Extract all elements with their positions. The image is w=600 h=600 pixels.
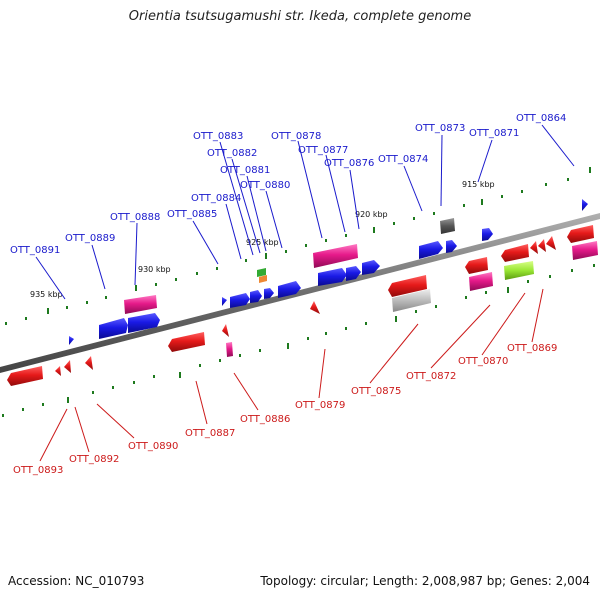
gene-block[interactable] — [257, 268, 266, 277]
scale-labels: 915 kbp 920 kbp 925 kbp 930 kbp 935 kbp — [30, 180, 495, 299]
gene-arrow[interactable] — [362, 260, 380, 275]
genome-title: Orientia tsutsugamushi str. Ikeda, compl… — [128, 9, 472, 24]
gene-label[interactable]: OTT_0890 — [128, 441, 178, 452]
gene-label[interactable]: OTT_0870 — [458, 356, 508, 367]
gene-arrow[interactable] — [278, 281, 301, 298]
gene-label[interactable]: OTT_0888 — [110, 212, 160, 223]
gene-arrow[interactable] — [567, 225, 594, 243]
gene-block[interactable] — [469, 272, 493, 291]
gene-block[interactable] — [572, 241, 598, 260]
scale-label: 920 kbp — [355, 210, 388, 219]
gene-arrow[interactable] — [388, 275, 427, 297]
gene-label[interactable]: OTT_0893 — [13, 465, 63, 476]
gene-block[interactable] — [440, 218, 455, 234]
gene-arrow[interactable] — [538, 239, 546, 252]
gene-label[interactable]: OTT_0871 — [469, 128, 519, 139]
gene-label[interactable]: OTT_0885 — [167, 209, 217, 220]
gene-label[interactable]: OTT_0869 — [507, 343, 557, 354]
accession-text: Accession: NC_010793 — [8, 574, 145, 588]
bottom-leader-lines — [39, 288, 544, 462]
bottom-gene-labels: OTT_0869 OTT_0870 OTT_0872 OTT_0875 OTT_… — [13, 343, 557, 476]
scale-label: 925 kbp — [246, 238, 279, 247]
gene-arrow[interactable] — [69, 336, 74, 345]
gene-label[interactable]: OTT_0884 — [191, 193, 241, 204]
gene-block[interactable] — [259, 275, 267, 283]
gene-arrow[interactable] — [230, 293, 250, 308]
top-leader-lines — [35, 124, 575, 300]
gene-arrow[interactable] — [501, 244, 529, 262]
gene-block[interactable] — [504, 261, 534, 280]
gene-arrow[interactable] — [446, 240, 457, 253]
gene-label[interactable]: OTT_0889 — [65, 233, 115, 244]
gene-label[interactable]: OTT_0881 — [220, 165, 270, 176]
scale-label: 915 kbp — [462, 180, 495, 189]
gene-arrow[interactable] — [582, 199, 588, 211]
genome-backbone — [0, 213, 600, 373]
gene-arrow[interactable] — [318, 268, 347, 286]
gene-arrow[interactable] — [530, 241, 538, 254]
gene-label[interactable]: OTT_0880 — [240, 180, 290, 191]
gene-block[interactable] — [313, 244, 358, 268]
gene-arrow[interactable] — [55, 366, 61, 376]
gene-arrow[interactable] — [7, 366, 43, 386]
bottom-strand-genes — [7, 225, 598, 386]
gene-label[interactable]: OTT_0887 — [185, 428, 235, 439]
gene-arrow[interactable] — [128, 313, 160, 333]
scale-label: 930 kbp — [138, 265, 171, 274]
gene-label[interactable]: OTT_0882 — [207, 148, 257, 159]
gene-label[interactable]: OTT_0891 — [10, 245, 60, 256]
gene-label[interactable]: OTT_0892 — [69, 454, 119, 465]
gene-arrow[interactable] — [465, 257, 488, 274]
gene-block[interactable] — [226, 342, 233, 357]
gene-label[interactable]: OTT_0873 — [415, 123, 465, 134]
gene-arrow[interactable] — [346, 266, 361, 281]
gene-arrow[interactable] — [546, 236, 556, 250]
top-strand-genes — [69, 199, 588, 345]
gene-label[interactable]: OTT_0879 — [295, 400, 345, 411]
gene-arrow[interactable] — [64, 360, 71, 373]
gene-arrow[interactable] — [310, 301, 320, 314]
top-gene-labels: OTT_0864 OTT_0871 OTT_0873 OTT_0874 OTT_… — [10, 113, 566, 256]
gene-label[interactable]: OTT_0877 — [298, 145, 348, 156]
gene-arrow[interactable] — [222, 324, 229, 337]
gene-label[interactable]: OTT_0878 — [271, 131, 321, 142]
bottom-tick-track — [2, 264, 595, 417]
gene-arrow[interactable] — [99, 318, 128, 339]
genome-stats-text: Topology: circular; Length: 2,008,987 bp… — [260, 574, 590, 588]
gene-block[interactable] — [392, 289, 431, 312]
gene-label[interactable]: OTT_0883 — [193, 131, 243, 142]
gene-arrow[interactable] — [168, 332, 205, 352]
gene-label[interactable]: OTT_0874 — [378, 154, 428, 165]
scale-label: 935 kbp — [30, 290, 63, 299]
gene-arrow[interactable] — [419, 241, 443, 259]
gene-label[interactable]: OTT_0876 — [324, 158, 374, 169]
gene-block[interactable] — [124, 295, 157, 314]
gene-label[interactable]: OTT_0872 — [406, 371, 456, 382]
gene-arrow[interactable] — [222, 297, 227, 306]
gene-arrow[interactable] — [482, 228, 493, 241]
gene-label[interactable]: OTT_0886 — [240, 414, 290, 425]
gene-arrow[interactable] — [85, 356, 93, 370]
top-tick-track — [5, 167, 591, 325]
gene-label[interactable]: OTT_0875 — [351, 386, 401, 397]
gene-arrow[interactable] — [250, 290, 262, 303]
gene-arrow[interactable] — [264, 288, 274, 299]
gene-label[interactable]: OTT_0864 — [516, 113, 566, 124]
